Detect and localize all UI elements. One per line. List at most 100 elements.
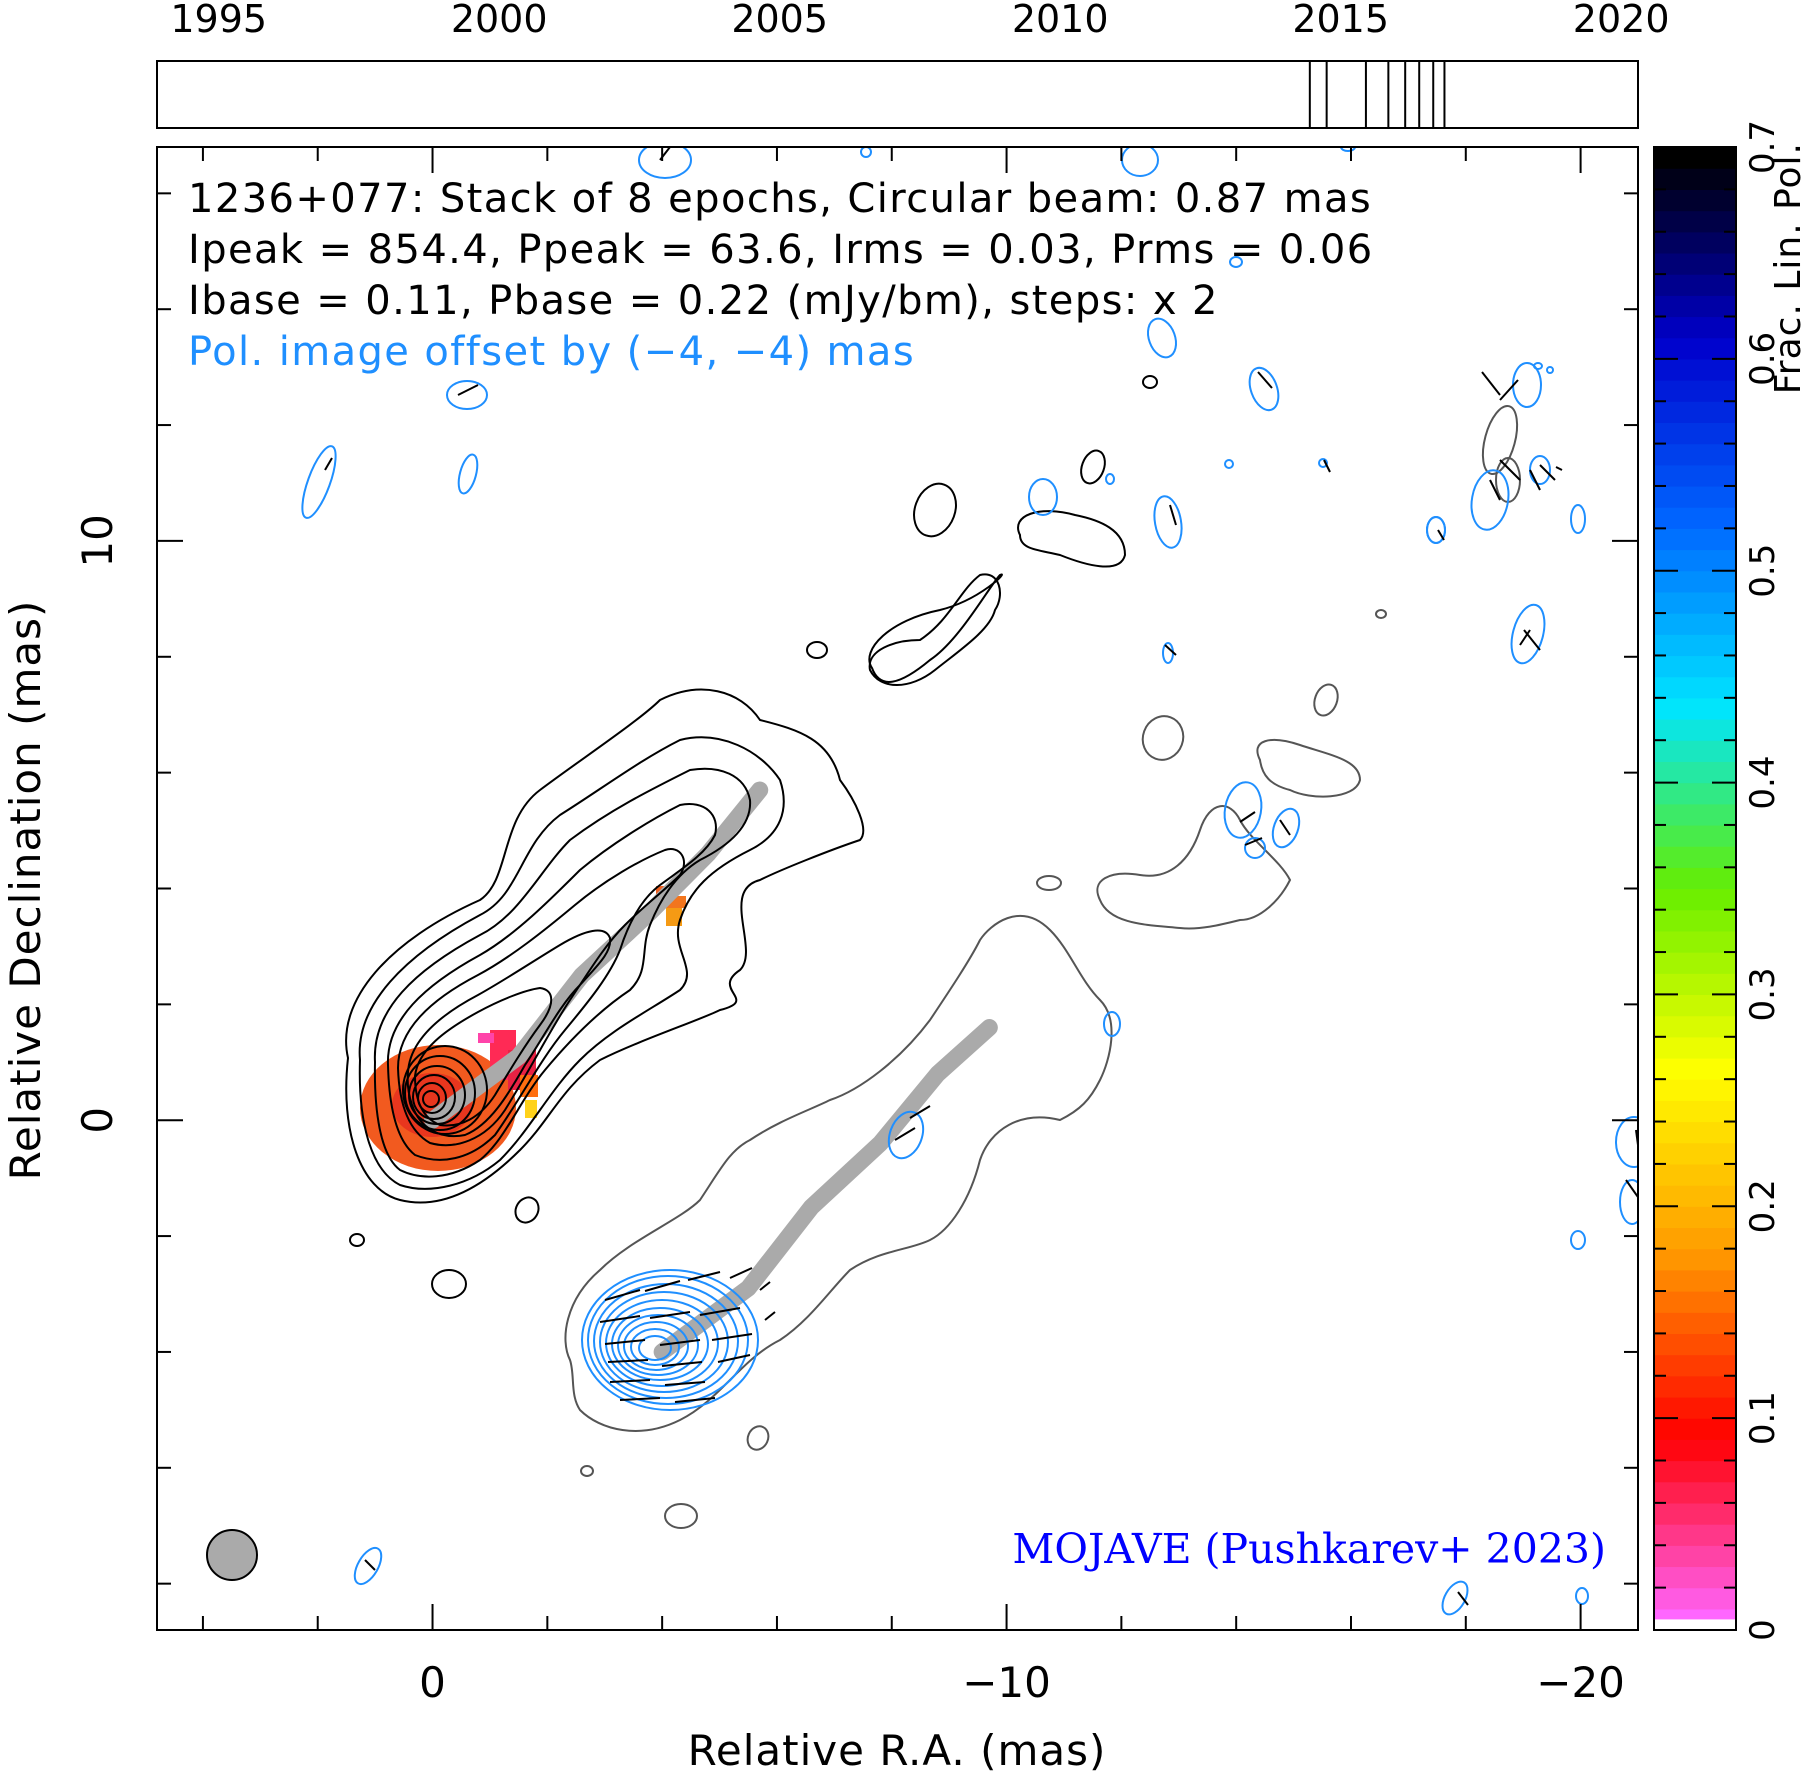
- colorbar-step: [1654, 1227, 1736, 1250]
- colorbar-gradient: [1654, 147, 1736, 1631]
- colorbar-step: [1654, 1396, 1736, 1419]
- colorbar-step: [1654, 1460, 1736, 1483]
- colorbar-step: [1654, 210, 1736, 233]
- y-tick-label: 10: [73, 514, 122, 567]
- colorbar-frame: [1653, 146, 1737, 1631]
- colorbar-step: [1654, 274, 1736, 296]
- colorbar-step: [1654, 676, 1736, 699]
- evpa-ticks: [324, 147, 1638, 1606]
- colorbar-step: [1654, 973, 1736, 996]
- colorbar-step: [1654, 316, 1736, 339]
- plot-frame: [156, 146, 1639, 1631]
- colorbar-step: [1654, 168, 1736, 190]
- colorbar-step: [1654, 613, 1736, 635]
- colorbar-tick-label: 0.6: [1743, 332, 1783, 386]
- colorbar-step: [1654, 634, 1736, 657]
- colorbar-step: [1654, 1100, 1736, 1123]
- colorbar-tick-labels: 0 0.1 0.2 0.3 0.4 0.5 0.6 0.7: [1743, 120, 1783, 1641]
- credit-label: MOJAVE (Pushkarev+ 2023): [1012, 1525, 1606, 1573]
- contour-map: 1236+077: Stack of 8 epochs, Circular be…: [156, 146, 1639, 1631]
- colorbar-step: [1654, 846, 1736, 868]
- colorbar-step: [1654, 1036, 1736, 1059]
- colorbar-step: [1654, 952, 1736, 974]
- jet-ridge-line: [424, 781, 769, 1129]
- colorbar-step: [1654, 1545, 1736, 1568]
- timeline-frame: [156, 60, 1639, 129]
- colorbar-step: [1654, 1502, 1736, 1525]
- colorbar-step: [1654, 485, 1736, 508]
- colorbar-step: [1654, 824, 1736, 847]
- annotation-line-3: Ibase = 0.11, Pbase = 0.22 (mJy/bm), ste…: [188, 278, 1219, 324]
- y-tick-label: 0: [73, 1107, 122, 1134]
- colorbar-step: [1654, 1291, 1736, 1313]
- x-tick-label: −20: [1536, 1658, 1625, 1707]
- colorbar-tick-label: 0.4: [1743, 756, 1783, 810]
- colorbar-step: [1654, 570, 1736, 593]
- colorbar-step: [1654, 655, 1736, 678]
- x-axis-label: Relative R.A. (mas): [688, 1726, 1107, 1775]
- colorbar-step: [1654, 697, 1736, 720]
- colorbar-step: [1654, 380, 1736, 402]
- colorbar-step: [1654, 443, 1736, 466]
- shifted-intensity-contours: [564, 404, 1521, 1529]
- colorbar-tick-label: 0.7: [1743, 120, 1783, 174]
- x-tick-labels: 0 −10 −20: [419, 1658, 1625, 1707]
- colorbar-step: [1654, 1375, 1736, 1398]
- colorbar-step: [1654, 1269, 1736, 1292]
- colorbar-tick-label: 0: [1743, 1619, 1783, 1641]
- colorbar-tick-label: 0.5: [1743, 544, 1783, 598]
- colorbar-step: [1654, 1015, 1736, 1038]
- timeline: 1995 2000 2005 2010 2015 2020: [156, 0, 1670, 129]
- colorbar-step: [1654, 252, 1736, 275]
- colorbar-step: [1654, 147, 1736, 169]
- pol-offset-note: Pol. image offset by (−4, −4) mas: [188, 329, 915, 375]
- colorbar-step: [1654, 1354, 1736, 1377]
- x-tick-label: −10: [962, 1658, 1051, 1707]
- colorbar-step: [1654, 1185, 1736, 1207]
- colorbar-step: [1654, 994, 1736, 1017]
- colorbar-step: [1654, 1481, 1736, 1504]
- colorbar-step: [1654, 337, 1736, 360]
- colorbar-step: [1654, 719, 1736, 741]
- colorbar-step: [1654, 867, 1736, 890]
- colorbar-step: [1654, 231, 1736, 254]
- colorbar-tick-label: 0.3: [1743, 967, 1783, 1021]
- annotation-block: 1236+077: Stack of 8 epochs, Circular be…: [188, 176, 1372, 375]
- colorbar-step: [1654, 782, 1736, 805]
- colorbar-step: [1654, 1142, 1736, 1165]
- colorbar-step: [1654, 930, 1736, 953]
- colorbar-tick-label: 0.2: [1743, 1179, 1783, 1233]
- colorbar-step: [1654, 1524, 1736, 1546]
- colorbar-step: [1654, 422, 1736, 445]
- colorbar-step: [1654, 358, 1736, 381]
- colorbar-step: [1654, 909, 1736, 932]
- colorbar-step: [1654, 591, 1736, 614]
- colorbar-step: [1654, 1566, 1736, 1589]
- timeline-year-label: 1995: [170, 0, 267, 41]
- beam-ellipse: [206, 1529, 258, 1581]
- colorbar-step: [1654, 1619, 1736, 1630]
- colorbar: 0 0.1 0.2 0.3 0.4 0.5 0.6 0.7 Frac. Lin. Pol.: [1653, 120, 1809, 1641]
- colorbar-step: [1654, 1057, 1736, 1080]
- colorbar-step: [1654, 761, 1736, 784]
- timeline-year-label: 2015: [1292, 0, 1389, 41]
- colorbar-step: [1654, 1333, 1736, 1356]
- axis-ticks: [157, 147, 1638, 1630]
- colorbar-step: [1654, 803, 1736, 826]
- colorbar-step: [1654, 1439, 1736, 1462]
- colorbar-step: [1654, 1587, 1736, 1610]
- pol-jet-ridge-line: [653, 1019, 998, 1361]
- timeline-tick-labels: 1995 2000 2005 2010 2015 2020: [170, 0, 1669, 41]
- colorbar-label: Frac. Lin. Pol.: [1768, 142, 1809, 394]
- total-intensity-contours: [345, 375, 1158, 1299]
- colorbar-step: [1654, 1121, 1736, 1144]
- colorbar-step: [1654, 549, 1736, 572]
- colorbar-step: [1654, 1418, 1736, 1440]
- colorbar-step: [1654, 507, 1736, 529]
- colorbar-ticks: [1654, 146, 1736, 1631]
- annotation-line-1: 1236+077: Stack of 8 epochs, Circular be…: [188, 176, 1372, 222]
- colorbar-step: [1654, 464, 1736, 487]
- colorbar-step: [1654, 528, 1736, 551]
- colorbar-tick-label: 0.1: [1743, 1391, 1783, 1445]
